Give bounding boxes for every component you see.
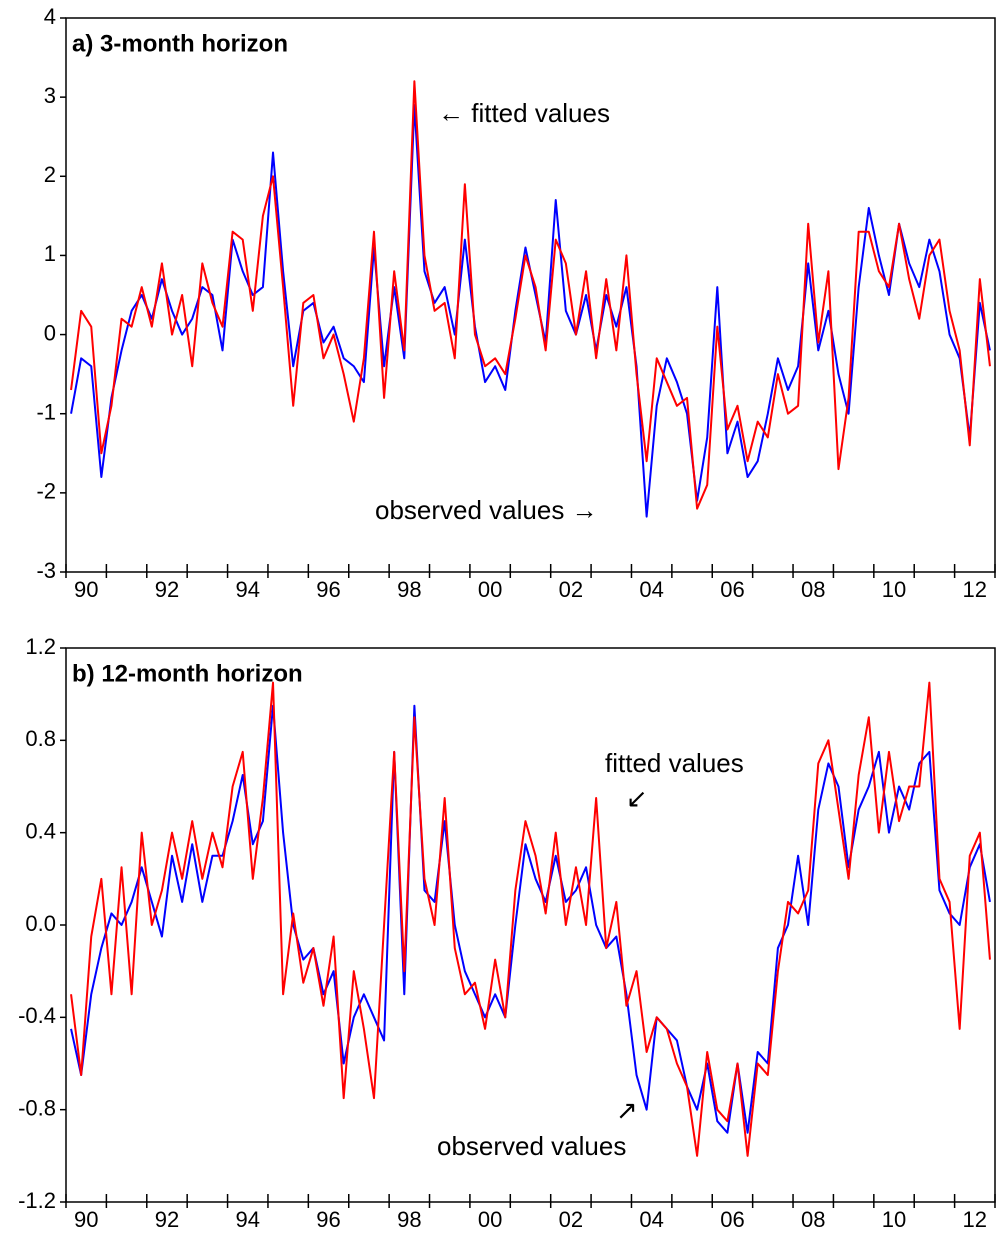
chart-title: a) 3-month horizon [72, 30, 288, 57]
y-tick-label: 1 [44, 241, 56, 266]
x-tick-label: 06 [720, 1207, 744, 1232]
series-line [70, 704, 991, 1134]
y-tick-label: 3 [44, 83, 56, 108]
annotation: ↙ [626, 783, 648, 813]
plot-frame [65, 17, 996, 573]
series-line [70, 104, 991, 518]
x-tick-label: 00 [478, 1207, 502, 1232]
annotation: fitted values [605, 748, 744, 778]
y-tick-label: 0.8 [25, 726, 56, 751]
x-tick-label: 94 [236, 1207, 260, 1232]
x-tick-label: 12 [963, 577, 987, 602]
annotation: observed values → [375, 495, 598, 525]
x-tick-label: 10 [882, 1207, 906, 1232]
x-tick-label: 92 [155, 577, 179, 602]
series-line [70, 681, 991, 1157]
series-line [70, 80, 991, 510]
x-tick-label: 94 [236, 577, 260, 602]
y-tick-label: -3 [36, 558, 56, 583]
y-tick-label: -0.8 [18, 1095, 56, 1120]
x-tick-label: 00 [478, 577, 502, 602]
x-tick-label: 96 [316, 1207, 340, 1232]
x-tick-label: 08 [801, 577, 825, 602]
y-tick-label: 0.0 [25, 911, 56, 936]
annotation: ↗ [616, 1095, 638, 1125]
x-tick-label: 04 [639, 577, 663, 602]
y-tick-label: 4 [44, 4, 56, 29]
x-tick-label: 98 [397, 1207, 421, 1232]
x-tick-label: 12 [963, 1207, 987, 1232]
x-tick-label: 04 [639, 1207, 663, 1232]
chart-title: b) 12-month horizon [72, 660, 303, 687]
y-tick-label: 0 [44, 320, 56, 345]
x-tick-label: 06 [720, 577, 744, 602]
x-tick-label: 90 [74, 1207, 98, 1232]
y-tick-label: 0.4 [25, 818, 56, 843]
y-tick-label: -1.2 [18, 1188, 56, 1213]
y-tick-label: -1 [36, 400, 56, 425]
x-tick-label: 02 [559, 577, 583, 602]
plot-frame [65, 647, 996, 1203]
y-tick-label: 2 [44, 162, 56, 187]
x-tick-label: 92 [155, 1207, 179, 1232]
annotation: ← fitted values [438, 98, 610, 128]
x-tick-label: 90 [74, 577, 98, 602]
x-tick-label: 98 [397, 577, 421, 602]
x-tick-label: 96 [316, 577, 340, 602]
x-tick-label: 10 [882, 577, 906, 602]
y-tick-label: -0.4 [18, 1003, 56, 1028]
y-tick-label: -2 [36, 479, 56, 504]
x-tick-label: 02 [559, 1207, 583, 1232]
x-tick-label: 08 [801, 1207, 825, 1232]
y-tick-label: 1.2 [25, 634, 56, 659]
annotation: observed values [437, 1131, 626, 1161]
